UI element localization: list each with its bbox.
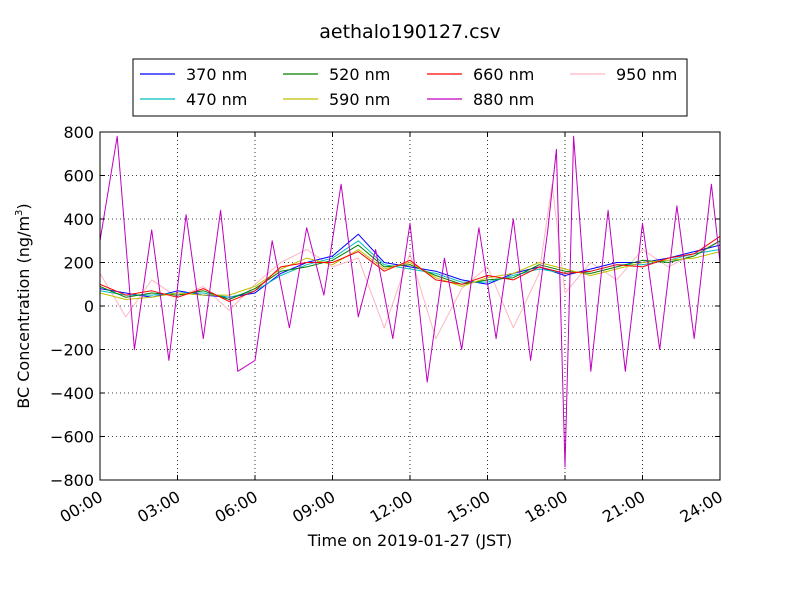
chart-title: aethalo190127.csv bbox=[319, 21, 501, 43]
y-tick-label: 400 bbox=[63, 210, 94, 229]
y-tick-label: −400 bbox=[50, 384, 94, 403]
legend-label-520-nm: 520 nm bbox=[329, 65, 390, 84]
y-tick-label: −200 bbox=[50, 341, 94, 360]
y-axis-label-close: ) bbox=[14, 203, 33, 209]
x-tick-label: 06:00 bbox=[212, 487, 261, 527]
series-line-590-nm bbox=[100, 249, 720, 300]
legend-frame bbox=[132, 58, 688, 117]
plot-area: 00:00 03:00 06:00 09:00 12:00 15:00 18:00 21:00… bbox=[50, 123, 726, 527]
legend: 370 nm 470 nm 520 nm 590 nm 660 nm 880 nm 950 … bbox=[132, 58, 688, 117]
legend-label-470-nm: 470 nm bbox=[186, 90, 247, 109]
y-tick-label: −600 bbox=[50, 428, 94, 447]
x-tick-label: 00:00 bbox=[57, 487, 106, 527]
legend-label-950-nm: 950 nm bbox=[616, 65, 677, 84]
x-tick-label: 12:00 bbox=[367, 487, 416, 527]
x-axis-label: Time on 2019-01-27 (JST) bbox=[307, 531, 512, 550]
y-tick-label: 0 bbox=[84, 297, 94, 316]
y-axis-label-sup: 3 bbox=[14, 210, 25, 216]
x-tick-label: 15:00 bbox=[444, 487, 493, 527]
x-tick-label: 21:00 bbox=[599, 487, 648, 527]
legend-label-590-nm: 590 nm bbox=[329, 90, 390, 109]
legend-label-370-nm: 370 nm bbox=[186, 65, 247, 84]
y-tick-label: −800 bbox=[50, 471, 94, 490]
x-tick-label: 03:00 bbox=[134, 487, 183, 527]
y-tick-label: 200 bbox=[63, 254, 94, 273]
legend-label-880-nm: 880 nm bbox=[473, 90, 534, 109]
series-line-660-nm bbox=[100, 235, 720, 303]
x-tick-label: 09:00 bbox=[289, 487, 338, 527]
x-tick-label: 18:00 bbox=[522, 487, 571, 527]
y-axis-label: BC Concentration (ng/m3) bbox=[14, 203, 33, 408]
y-tick-label: 600 bbox=[63, 167, 94, 186]
y-tick-label: 800 bbox=[63, 123, 94, 142]
x-tick-label: 24:00 bbox=[677, 487, 726, 527]
y-axis-label-main: BC Concentration (ng/m bbox=[14, 216, 33, 409]
series-line-520-nm bbox=[100, 240, 720, 300]
legend-label-660-nm: 660 nm bbox=[473, 65, 534, 84]
series-line-880-nm bbox=[100, 135, 720, 468]
